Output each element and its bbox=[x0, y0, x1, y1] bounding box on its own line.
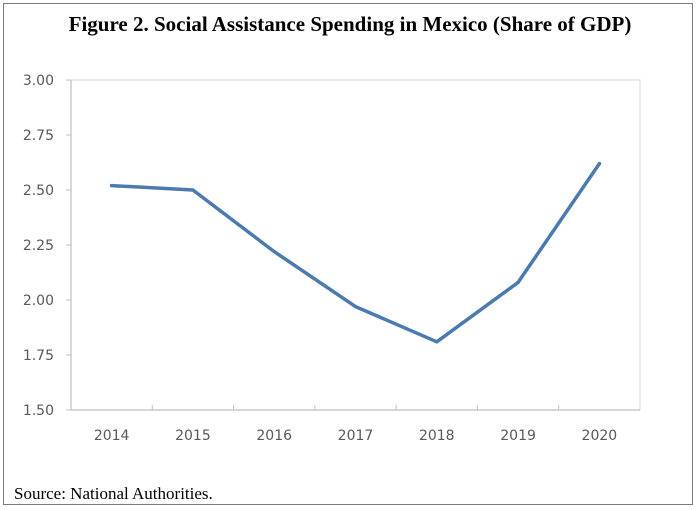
y-tick-label: 1.75 bbox=[23, 348, 54, 364]
x-tick-label: 2016 bbox=[256, 428, 292, 444]
x-axis-ticks: 2014 2015 2016 2017 2018 2019 2020 bbox=[94, 405, 617, 444]
x-tick-label: 2015 bbox=[175, 428, 211, 444]
x-tick-label: 2020 bbox=[582, 428, 618, 444]
y-tick-label: 2.50 bbox=[23, 183, 54, 199]
y-axis-ticks: 1.50 1.75 2.00 2.25 2.50 2.75 3.00 bbox=[23, 73, 71, 419]
axes bbox=[70, 79, 641, 411]
data-point bbox=[353, 305, 358, 309]
data-point bbox=[110, 184, 114, 188]
x-tick-label: 2018 bbox=[419, 428, 455, 444]
y-tick-label: 2.25 bbox=[23, 238, 54, 254]
y-tick-label: 1.50 bbox=[23, 403, 54, 419]
chart-title: Figure 2. Social Assistance Spending in … bbox=[68, 12, 632, 36]
series-lines bbox=[109, 161, 602, 344]
y-tick-label: 2.75 bbox=[23, 128, 54, 144]
plot-area-border bbox=[70, 79, 641, 411]
data-point bbox=[597, 162, 601, 166]
data-point bbox=[272, 250, 276, 254]
x-tick-label: 2017 bbox=[338, 428, 374, 444]
figure-frame bbox=[3, 3, 693, 505]
series-line bbox=[109, 161, 602, 344]
x-tick-label: 2014 bbox=[94, 428, 130, 444]
x-tick-label: 2019 bbox=[500, 428, 536, 444]
data-point bbox=[435, 340, 439, 344]
source-note: Source: National Authorities. bbox=[14, 484, 213, 503]
y-tick-label: 3.00 bbox=[23, 73, 54, 89]
data-point bbox=[191, 188, 195, 192]
y-tick-label: 2.00 bbox=[23, 293, 54, 309]
data-point bbox=[516, 280, 520, 284]
